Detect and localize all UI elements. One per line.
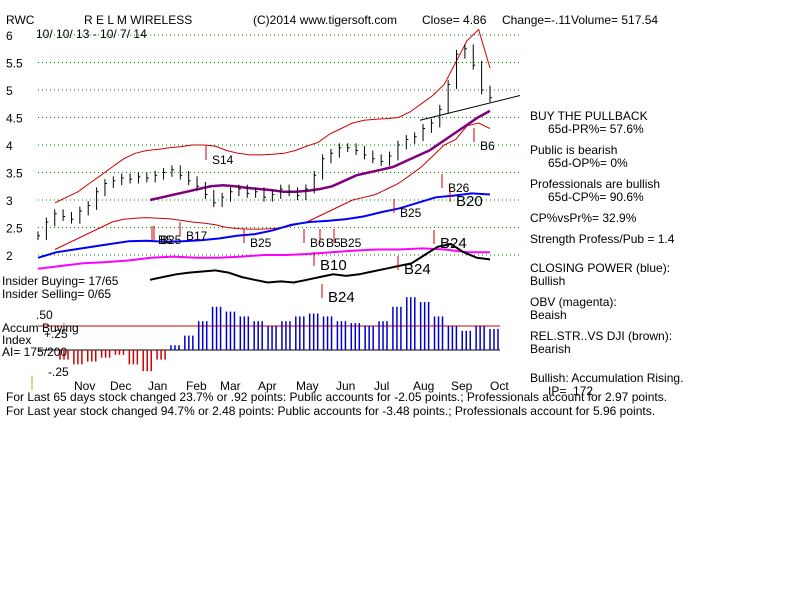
x-tick-label: Aug bbox=[413, 379, 434, 393]
relative-strength-line bbox=[149, 242, 491, 284]
signal-label: B26 bbox=[448, 181, 470, 195]
copyright-label: (C)2014 www.tigersoft.com bbox=[253, 13, 397, 27]
signal-label: B6 bbox=[480, 139, 495, 153]
public-bearish-label: Public is bearish bbox=[530, 143, 618, 157]
upper-band-line bbox=[54, 28, 491, 204]
ai-label: AI= 175/200 bbox=[2, 345, 67, 359]
y-tick-label: 6 bbox=[6, 29, 13, 43]
obv-label: OBV (magenta): bbox=[530, 295, 617, 309]
closing-power-label: CLOSING POWER (blue): bbox=[530, 261, 671, 275]
strength-label: Strength Profess/Pub = 1.4 bbox=[530, 232, 675, 246]
support-trendline bbox=[419, 95, 521, 121]
ticker-label: RWC bbox=[6, 13, 35, 27]
price-bars bbox=[37, 44, 492, 241]
ip-label: IP= .172 bbox=[548, 384, 594, 398]
closing-power-line bbox=[37, 192, 491, 259]
relstr-label: REL.STR..VS DJI (brown): bbox=[530, 329, 673, 343]
y-tick-label: 3.5 bbox=[6, 167, 23, 181]
accumulation-bars bbox=[59, 297, 499, 372]
x-tick-label: Apr bbox=[258, 379, 277, 393]
footer-line-year: For Last year stock changed 94.7% or 2.4… bbox=[6, 404, 656, 418]
signal-label: B10 bbox=[320, 257, 347, 274]
accum-m25-tick: -.25 bbox=[48, 365, 69, 379]
volume-label: Volume= 517.54 bbox=[571, 13, 658, 27]
signal-label: S14 bbox=[212, 153, 234, 167]
y-axis-ticks: 6 5.5 5 4.5 4 3.5 3 2.5 2 bbox=[6, 29, 23, 263]
x-tick-label: Sep bbox=[451, 379, 473, 393]
y-tick-label: 4 bbox=[6, 139, 13, 153]
y-tick-label: 3 bbox=[6, 194, 13, 208]
insider-buying-label: Insider Buying= 17/65 bbox=[2, 274, 119, 288]
x-axis-ticks: Nov Dec Jan Feb Mar Apr May Jun Jul Aug Sep Oct bbox=[74, 379, 509, 393]
accum-50-tick: .50 bbox=[36, 308, 53, 322]
insider-selling-label: Insider Selling= 0/65 bbox=[2, 287, 111, 301]
signal-label: B25 bbox=[340, 236, 362, 250]
footer-line-65d: For Last 65 days stock changed 23.7% or … bbox=[6, 390, 668, 404]
signal-label: B25 bbox=[250, 236, 272, 250]
pros-bullish-label: Professionals are bullish bbox=[530, 177, 661, 191]
x-tick-label: Mar bbox=[220, 379, 241, 393]
signal-label: B5 bbox=[158, 233, 173, 247]
chart-grid bbox=[38, 34, 520, 256]
x-tick-label: Jun bbox=[336, 379, 355, 393]
close-label: Close= 4.86 bbox=[422, 13, 487, 27]
x-tick-label: Jan bbox=[148, 379, 167, 393]
accum-25-tick: +.25 bbox=[44, 327, 68, 341]
relstr-value: Bearish bbox=[530, 342, 571, 356]
change-label: Change=-.11 bbox=[502, 13, 571, 27]
pr-label: 65d-PR%= 57.6% bbox=[548, 122, 644, 136]
signal-label: B25 bbox=[160, 233, 182, 247]
y-tick-label: 4.5 bbox=[6, 112, 23, 126]
x-tick-label: Nov bbox=[74, 379, 95, 393]
y-tick-label: 2 bbox=[6, 249, 13, 263]
accum-status-label: Bullish: Accumulation Rising. bbox=[530, 371, 684, 385]
date-range: 10/ 10/ 13 - 10/ 7/ 14 bbox=[36, 27, 147, 41]
cpvspr-label: CP%vsPr%= 32.9% bbox=[530, 211, 637, 225]
y-tick-label: 2.5 bbox=[6, 222, 23, 236]
signal-label: B24 bbox=[440, 235, 467, 252]
y-tick-label: 5 bbox=[6, 84, 13, 98]
company-name: R E L M WIRELESS bbox=[84, 13, 192, 27]
op-label: 65d-OP%= 0% bbox=[548, 156, 628, 170]
cp-label: 65d-CP%= 90.6% bbox=[548, 190, 644, 204]
x-tick-label: Oct bbox=[490, 379, 509, 393]
signal-label: B20 bbox=[456, 193, 483, 210]
accum-index-label-b: Index bbox=[2, 333, 31, 347]
buy-pullback-label: BUY THE PULLBACK bbox=[530, 109, 648, 123]
obv-value: Beaish bbox=[530, 308, 567, 322]
lower-band-line bbox=[54, 122, 491, 250]
x-tick-label: Dec bbox=[110, 379, 131, 393]
closing-power-value: Bullish bbox=[530, 274, 566, 288]
x-tick-label: May bbox=[296, 379, 319, 393]
signal-label: B25 bbox=[400, 206, 422, 220]
moving-average-line bbox=[149, 109, 491, 202]
right-summary-panel: BUY THE PULLBACK 65d-PR%= 57.6% Public i… bbox=[530, 110, 800, 398]
y-tick-label: 5.5 bbox=[6, 57, 23, 71]
signal-label: B24 bbox=[328, 289, 355, 306]
signal-label: B24 bbox=[404, 261, 431, 278]
accum-index-label-a: Accum Buying bbox=[2, 321, 79, 335]
x-tick-label: Jul bbox=[374, 379, 389, 393]
obv-line bbox=[37, 247, 490, 270]
x-tick-label: Feb bbox=[186, 379, 207, 393]
signal-label: B6 bbox=[310, 236, 325, 250]
signal-label: B17 bbox=[186, 229, 208, 243]
